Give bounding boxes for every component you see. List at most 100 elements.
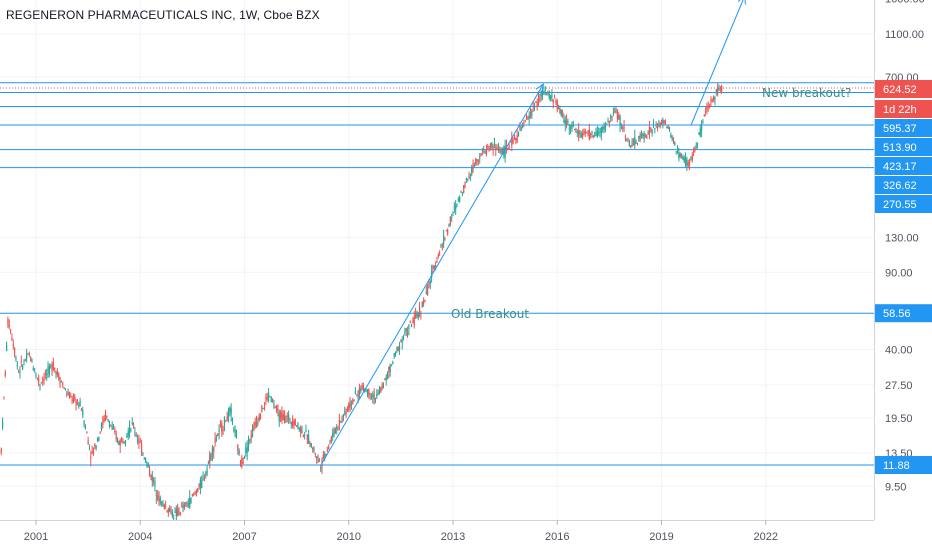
candle-body xyxy=(52,362,54,370)
level-badge-bg xyxy=(875,157,932,175)
candle-body xyxy=(622,127,624,129)
candle-body xyxy=(583,131,585,135)
candle-body xyxy=(286,415,288,417)
candle-body xyxy=(328,446,330,449)
candle-body xyxy=(250,434,252,439)
candle-body xyxy=(356,394,358,396)
candle-body xyxy=(259,415,262,419)
candle-body xyxy=(96,439,99,441)
candle-body xyxy=(684,157,687,166)
candle-body xyxy=(705,110,707,112)
level-badge: 326.62 xyxy=(875,176,932,194)
level-badge: 11.88 xyxy=(875,456,932,474)
candle-body xyxy=(14,348,16,355)
candle-body xyxy=(414,312,417,319)
y-tick-label: 19.50 xyxy=(885,413,913,425)
candle-body xyxy=(123,441,125,443)
candle-body xyxy=(344,412,346,414)
candle-body xyxy=(203,478,206,480)
candle-body xyxy=(517,133,520,136)
candle-body xyxy=(151,475,153,482)
trend-line-old-arrowhead xyxy=(535,83,544,94)
candle-body xyxy=(82,410,84,416)
candle-body xyxy=(78,404,80,407)
candle-body xyxy=(206,468,208,475)
candle-body xyxy=(477,159,479,162)
candle-body xyxy=(717,87,719,95)
candle-body xyxy=(603,126,605,128)
candle-body xyxy=(296,425,298,427)
candle-body xyxy=(326,450,328,452)
candle-body xyxy=(309,446,311,448)
candle-body xyxy=(120,438,123,440)
candle-body xyxy=(624,136,627,138)
candle-body xyxy=(709,105,711,108)
candle-body xyxy=(54,367,56,369)
candle-body xyxy=(476,159,478,162)
candle-body xyxy=(169,509,171,512)
candle-body xyxy=(318,459,320,462)
candle-body xyxy=(406,332,409,336)
candle-body xyxy=(447,229,449,234)
candle-body xyxy=(455,205,457,210)
candle-body xyxy=(127,431,129,437)
candle-body xyxy=(110,425,112,427)
candle-body xyxy=(664,120,667,121)
candle-body xyxy=(47,366,49,372)
candle-body xyxy=(92,450,95,455)
candle-body xyxy=(659,122,661,127)
candle-body xyxy=(688,160,691,165)
candle-body xyxy=(269,396,271,398)
candle-body xyxy=(516,135,518,142)
candle-body xyxy=(149,469,151,474)
candle-body xyxy=(440,244,442,247)
candle-body xyxy=(87,440,89,445)
candle-body xyxy=(427,286,429,295)
candle-body xyxy=(467,178,469,180)
candle-body xyxy=(342,415,345,417)
candle-body xyxy=(435,265,437,267)
candle-body xyxy=(124,441,127,443)
candle-body xyxy=(441,244,443,246)
candle-body xyxy=(468,175,470,179)
y-tick-label: 90.00 xyxy=(885,267,913,279)
x-tick-label: 2001 xyxy=(24,531,48,543)
candle-body xyxy=(658,121,660,123)
candle-body xyxy=(312,447,314,450)
candle-body xyxy=(392,361,394,365)
candle-body xyxy=(60,381,62,383)
candle-body xyxy=(543,94,545,95)
candle-body xyxy=(38,379,40,383)
candle-body xyxy=(24,359,26,361)
trend-lines xyxy=(320,0,746,466)
candle-body xyxy=(128,425,131,433)
x-tick-label: 2007 xyxy=(232,531,256,543)
candle-body xyxy=(175,509,177,517)
candle-body xyxy=(285,419,287,421)
candle-body xyxy=(42,379,44,381)
candle-body xyxy=(139,441,141,443)
candle-body xyxy=(11,337,13,340)
candle-body xyxy=(557,108,560,109)
candle-body xyxy=(551,93,553,99)
candle-body xyxy=(694,146,696,152)
candle-body xyxy=(489,143,492,147)
trend-line-old xyxy=(320,83,544,466)
last-price-badge: 624.52 xyxy=(875,80,932,98)
candle-body xyxy=(377,392,379,394)
candle-body xyxy=(598,132,600,134)
candle-body xyxy=(26,353,28,359)
candle-body xyxy=(432,266,434,270)
price-axis[interactable]: 1600.001100.00700.00130.0090.0040.0027.5… xyxy=(885,0,925,493)
candle-body xyxy=(680,155,683,157)
time-axis[interactable]: 2001 2004 2007 2010 2013 2016 2019 2022 xyxy=(24,520,778,543)
candle-body xyxy=(531,111,533,116)
candle-body xyxy=(201,480,203,488)
candle-body xyxy=(719,88,721,90)
candle-body xyxy=(666,126,668,128)
candle-body xyxy=(51,364,53,373)
candle-body xyxy=(484,150,486,154)
candle-body xyxy=(114,430,116,433)
candle-body xyxy=(382,387,385,389)
